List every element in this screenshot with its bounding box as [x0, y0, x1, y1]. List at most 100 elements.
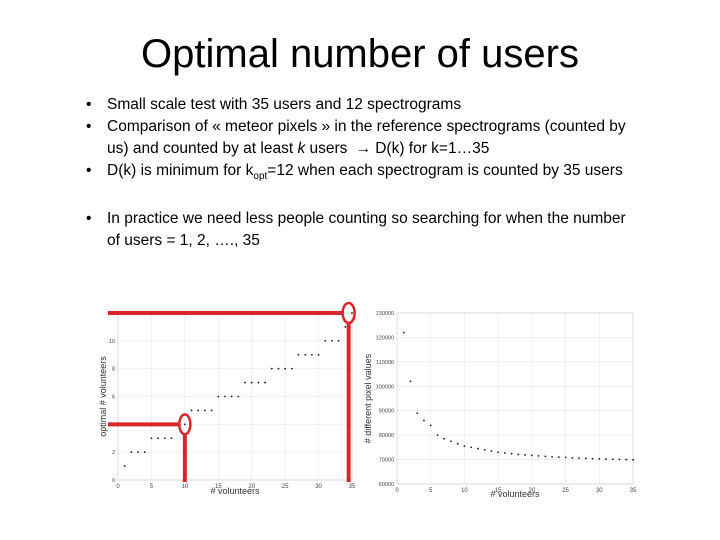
- data-point: [598, 457, 601, 460]
- data-point: [217, 395, 220, 398]
- data-point: [503, 452, 506, 454]
- y-tick-label: 2: [112, 450, 115, 456]
- data-point: [177, 423, 180, 426]
- bullet-dot-icon: •: [86, 96, 92, 113]
- data-point: [477, 447, 479, 450]
- x-tick-label: 25: [562, 488, 569, 494]
- y-axis-label: optimal # volunteers: [98, 356, 108, 437]
- data-point: [632, 458, 634, 461]
- data-point: [123, 465, 126, 467]
- data-point: [310, 353, 313, 356]
- right-arrow-icon: →: [355, 140, 372, 157]
- bullet-text: Small scale test with 35 users and 12 sp…: [107, 96, 462, 113]
- bullet-text: In practice we need less people counting…: [107, 210, 626, 250]
- chart-optimal-volunteers: 0 5 10 15 20 25 30 35 0 2 4 6 8 10 12 # volunteers optim…: [98, 311, 356, 496]
- data-point: [578, 457, 580, 460]
- data-point: [530, 454, 533, 457]
- data-point: [290, 367, 293, 370]
- data-point: [237, 395, 240, 398]
- bullet-k-variable: k: [297, 140, 306, 157]
- data-point: [470, 446, 473, 449]
- data-point: [490, 450, 493, 452]
- bullet-text: D(k) for k=1…35: [375, 140, 490, 157]
- bullet-item: • D(k) is minimum for kopt=12 when each …: [86, 160, 626, 188]
- data-point: [625, 458, 628, 461]
- data-point: [584, 457, 587, 460]
- data-point: [157, 437, 160, 440]
- data-point: [524, 454, 527, 456]
- data-point: [497, 451, 500, 454]
- x-tick-label: 0: [116, 484, 120, 490]
- bullet-item: • Comparison of « meteor pixels » in the…: [86, 116, 626, 160]
- highlight-circle-k35: [341, 301, 356, 325]
- data-point: [423, 419, 425, 422]
- y-tick-label: 90000: [379, 409, 394, 415]
- x-tick-label: 30: [596, 488, 603, 494]
- x-tick-label: 35: [630, 488, 637, 494]
- bullet-text: =12 when each spectrogram is counted by …: [267, 162, 623, 179]
- y-tick-label: 8: [112, 367, 115, 373]
- x-tick-label: 10: [182, 484, 189, 490]
- data-point: [277, 367, 280, 370]
- data-point: [331, 339, 333, 342]
- data-point: [137, 451, 139, 454]
- data-point: [551, 455, 553, 458]
- data-point: [270, 367, 273, 370]
- bullet-dot-icon: •: [86, 162, 92, 179]
- y-tick-label: 10: [109, 339, 115, 345]
- data-point: [337, 339, 340, 342]
- data-point: [618, 458, 621, 461]
- data-point: [510, 452, 513, 455]
- data-point: [204, 409, 206, 412]
- highlight-circle-k10: [178, 413, 192, 436]
- x-tick-label: 15: [215, 484, 222, 490]
- data-point: [409, 380, 412, 383]
- x-tick-label: 15: [495, 488, 502, 494]
- x-tick-label: 5: [150, 484, 154, 490]
- data-point: [557, 456, 560, 459]
- data-point: [130, 451, 133, 454]
- bullet-text: Comparison of « meteor pixels » in the r…: [107, 118, 626, 157]
- y-tick-label: 6: [112, 395, 115, 401]
- bullet-subscript: opt: [253, 171, 268, 183]
- y-tick-label: 60000: [379, 482, 394, 488]
- data-point: [416, 412, 419, 415]
- data-point: [284, 367, 287, 370]
- slide-title: Optimal number of users: [141, 32, 579, 76]
- x-tick-label: 30: [315, 484, 322, 490]
- data-point: [183, 423, 186, 426]
- y-tick-label: 12: [109, 311, 115, 317]
- y-axis-label: # different pixel values: [363, 353, 373, 443]
- data-point: [443, 437, 446, 440]
- bullet-text: users: [305, 140, 348, 157]
- data-point: [264, 381, 266, 384]
- data-point: [429, 424, 432, 427]
- data-point: [257, 381, 260, 384]
- x-tick-label: 5: [429, 488, 433, 494]
- data-point: [150, 437, 153, 440]
- data-point: [537, 455, 540, 457]
- y-tick-label: 110000: [376, 360, 394, 366]
- y-tick-label: 120000: [376, 335, 394, 341]
- y-tick-label: 100000: [376, 384, 394, 390]
- data-point: [450, 440, 452, 443]
- y-tick-label: 130000: [376, 311, 394, 317]
- data-point: [190, 409, 193, 412]
- data-point: [197, 409, 200, 412]
- data-point: [605, 458, 607, 460]
- plot-frame: [396, 312, 634, 485]
- data-point: [463, 445, 466, 448]
- data-point: [230, 395, 233, 398]
- data-point: [483, 448, 486, 451]
- data-point: [436, 434, 439, 437]
- data-point: [402, 331, 405, 334]
- data-point: [344, 326, 347, 328]
- x-axis-label: # volunteers: [490, 489, 540, 499]
- y-tick-label: 80000: [379, 433, 394, 439]
- bullet-item: • Small scale test with 35 users and 12 …: [86, 94, 626, 116]
- x-tick-label: 25: [282, 484, 289, 490]
- data-point: [611, 458, 614, 461]
- data-point: [304, 353, 307, 356]
- x-tick-label: 0: [395, 488, 399, 494]
